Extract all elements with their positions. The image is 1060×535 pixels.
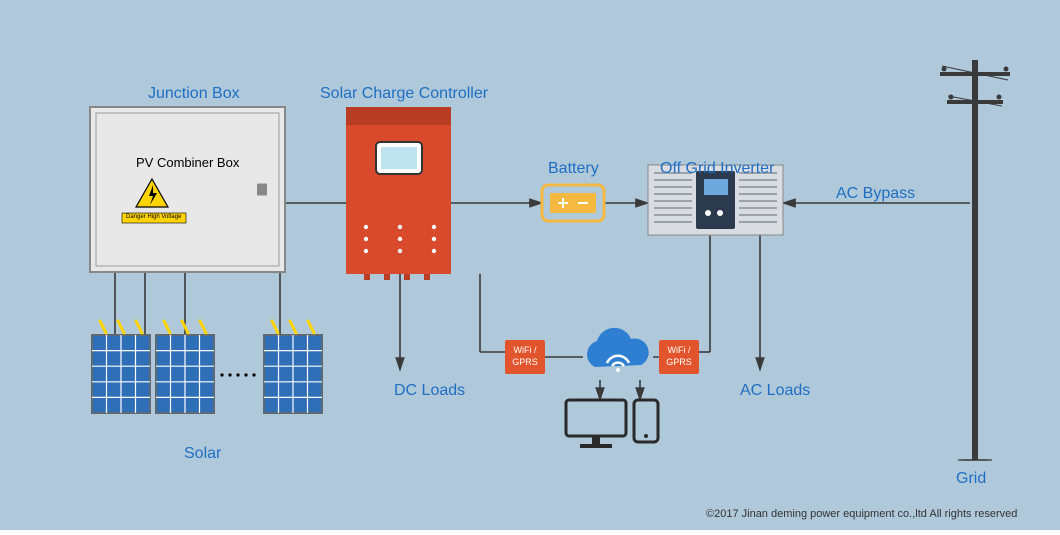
svg-text:GPRS: GPRS (666, 357, 692, 367)
sun-ray-icon (164, 321, 170, 333)
monitor-icon (566, 400, 626, 448)
battery (542, 185, 604, 221)
utility-pole (940, 60, 1010, 460)
label-pv-combiner: PV Combiner Box (136, 155, 239, 170)
label-battery: Battery (548, 160, 599, 178)
sun-ray-icon (272, 321, 278, 333)
cloud-icon (587, 328, 649, 372)
phone-icon (634, 400, 658, 442)
solar-panel-2 (156, 321, 214, 413)
sun-ray-icon (290, 321, 296, 333)
sun-ray-icon (200, 321, 206, 333)
diagram-canvas: WiFi / GPRS WiFi / GPRS Junction Box Solar Ch… (0, 0, 1060, 530)
label-inverter: Off Grid Inverter (660, 160, 774, 178)
label-copyright: ©2017 Jinan deming power equipment co.,l… (706, 508, 1017, 520)
label-solar: Solar (184, 445, 221, 463)
sun-ray-icon (308, 321, 314, 333)
label-ac-loads: AC Loads (740, 382, 810, 400)
sun-ray-icon (100, 321, 106, 333)
label-warning-text: Danger High Voltage (126, 214, 181, 220)
label-grid: Grid (956, 470, 986, 488)
ellipsis-dot (228, 373, 231, 376)
ellipsis-dot (220, 373, 223, 376)
label-ac-bypass: AC Bypass (836, 185, 915, 203)
solar-panel-3 (264, 321, 322, 413)
junction-box (90, 107, 285, 272)
solar-charge-controller (346, 107, 451, 280)
sun-ray-icon (118, 321, 124, 333)
ellipsis-dot (252, 373, 255, 376)
diagram-svg: WiFi / GPRS WiFi / GPRS (0, 0, 1060, 530)
sun-ray-icon (136, 321, 142, 333)
ellipsis-dot (244, 373, 247, 376)
svg-text:WiFi /: WiFi / (514, 345, 537, 355)
ellipsis-dot (236, 373, 239, 376)
svg-text:GPRS: GPRS (512, 357, 538, 367)
label-dc-loads: DC Loads (394, 382, 465, 400)
svg-text:WiFi /: WiFi / (668, 345, 691, 355)
solar-panel-1 (92, 321, 150, 413)
wifi-gprs-badge-left: WiFi / GPRS (505, 340, 545, 374)
label-controller: Solar Charge Controller (320, 85, 488, 103)
wifi-gprs-badge-right: WiFi / GPRS (659, 340, 699, 374)
label-junction-box: Junction Box (148, 85, 240, 103)
